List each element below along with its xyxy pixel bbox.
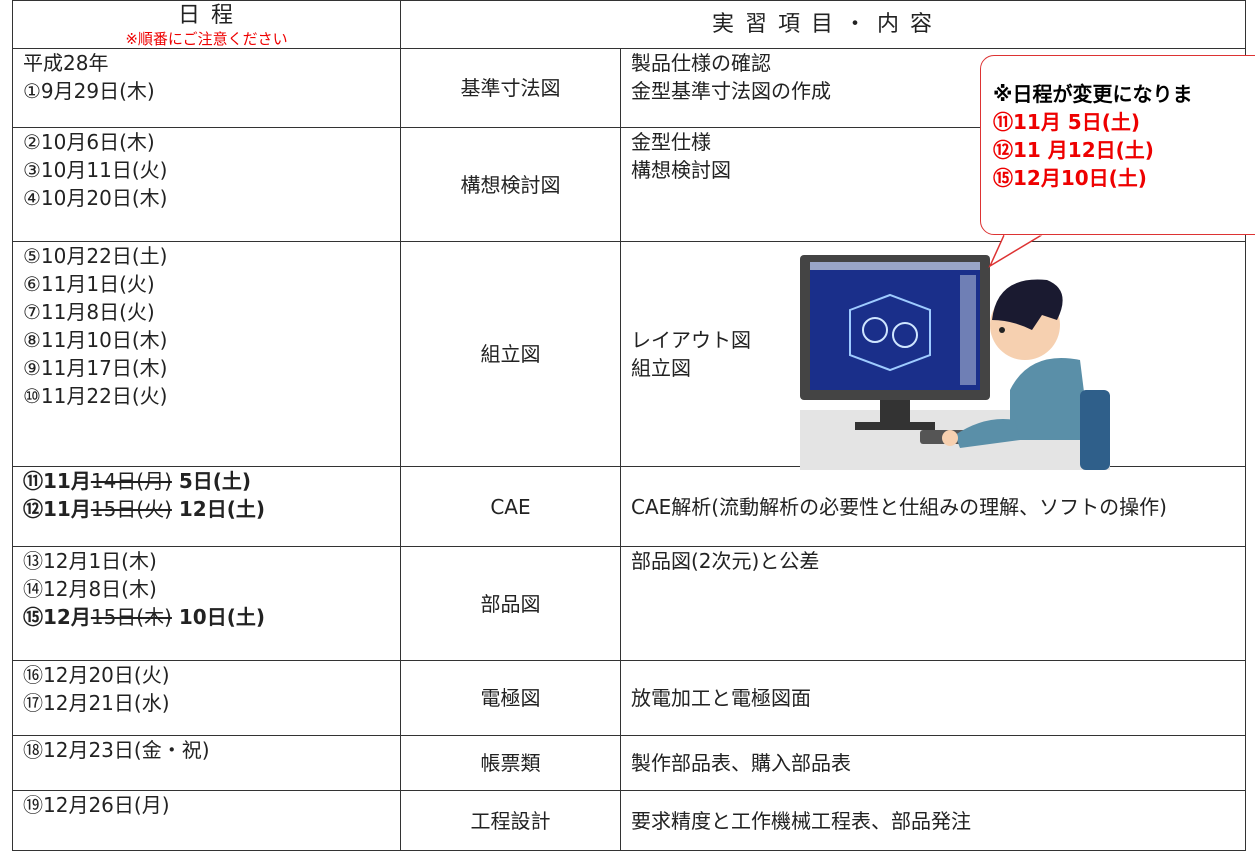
changed-date: ⑫11月15日(火) 12日(土) — [23, 495, 390, 523]
new-date: 5日(土) — [178, 469, 252, 493]
callout-title: ※日程が変更になりま — [993, 82, 1193, 106]
header-row: 日 程 ※順番にご注意ください 実 習 項 目 ・ 内 容 — [12, 0, 1246, 49]
content-line: 組立図 — [631, 356, 691, 380]
topic: 構想検討図 — [400, 127, 621, 242]
date-cell: 平成28年 ①9月29日(木) — [12, 48, 401, 128]
content-line: 金型基準寸法図の作成 — [631, 79, 831, 103]
topic: CAE — [400, 466, 621, 547]
date: ⑨11月17日(木) — [23, 356, 168, 380]
date-label: ⑪11月 — [23, 469, 91, 493]
topic: 部品図 — [400, 546, 621, 661]
header-schedule: 日 程 — [178, 2, 235, 28]
date: ③10月11日(火) — [23, 158, 168, 182]
date-cell: ⑲12月26日(月) — [12, 790, 401, 851]
illustration — [800, 255, 1110, 470]
new-date: 12日(土) — [178, 497, 265, 521]
header-cell: 日 程 ※順番にご注意ください — [12, 0, 401, 49]
callout-line: ⑪11月 5日(土) — [993, 110, 1140, 134]
content-line: 金型仕様 — [631, 130, 711, 154]
header-content: 実 習 項 目 ・ 内 容 — [400, 0, 1246, 49]
date: ⑭12月8日(木) — [23, 577, 157, 601]
topic: 工程設計 — [400, 790, 621, 851]
struck-date: 15日(火) — [90, 497, 172, 521]
content-line: 放電加工と電極図面 — [631, 686, 811, 710]
topic: 組立図 — [400, 241, 621, 467]
date: 平成28年 — [23, 51, 109, 75]
date: ⑧11月10日(木) — [23, 328, 168, 352]
struck-date: 14日(月) — [90, 469, 172, 493]
topic: 電極図 — [400, 660, 621, 736]
topic: 帳票類 — [400, 735, 621, 791]
table-row: ⑯12月20日(火) ⑰12月21日(水) 電極図 放電加工と電極図面 — [12, 660, 1246, 736]
content-cell: 放電加工と電極図面 — [620, 660, 1246, 736]
content-line: 製品仕様の確認 — [631, 51, 771, 75]
callout-line: ⑮12月10日(土) — [993, 166, 1147, 190]
content-cell: CAE解析(流動解析の必要性と仕組みの理解、ソフトの操作) — [620, 466, 1246, 547]
date-label: ⑮12月 — [23, 605, 91, 629]
date: ⑯12月20日(火) — [23, 663, 170, 687]
content-cell: 製作部品表、購入部品表 — [620, 735, 1246, 791]
date: ⑰12月21日(水) — [23, 691, 170, 715]
content-cell: 要求精度と工作機械工程表、部品発注 — [620, 790, 1246, 851]
date: ②10月6日(木) — [23, 130, 155, 154]
table-row: ⑪11月14日(月) 5日(土) ⑫11月15日(火) 12日(土) CAE CAE解… — [12, 466, 1246, 547]
date: ⑲12月26日(月) — [23, 793, 170, 817]
date: ⑦11月8日(火) — [23, 300, 155, 324]
topic: 基準寸法図 — [400, 48, 621, 128]
changed-date: ⑪11月14日(月) 5日(土) — [23, 467, 390, 495]
content-line: CAE解析(流動解析の必要性と仕組みの理解、ソフトの操作) — [631, 494, 1167, 519]
table-row: ⑲12月26日(月) 工程設計 要求精度と工作機械工程表、部品発注 — [12, 790, 1246, 851]
date: ⑤10月22日(土) — [23, 244, 168, 268]
date: ①9月29日(木) — [23, 79, 155, 103]
changed-date: ⑮12月15日(木) 10日(土) — [23, 603, 390, 631]
content-line: レイアウト図 — [631, 328, 751, 352]
table-row: ⑬12月1日(木) ⑭12月8日(木) ⑮12月15日(木) 10日(土) 部品図 部品… — [12, 546, 1246, 661]
content-cell: 部品図(2次元)と公差 — [620, 546, 1246, 661]
struck-date: 15日(木) — [90, 605, 172, 629]
table-row: ⑱12月23日(金・祝) 帳票類 製作部品表、購入部品表 — [12, 735, 1246, 791]
date: ⑬12月1日(木) — [23, 549, 157, 573]
content-line: 部品図(2次元)と公差 — [631, 549, 820, 573]
date: ④10月20日(木) — [23, 186, 168, 210]
callout-tail — [988, 232, 1048, 268]
date-cell: ⑪11月14日(月) 5日(土) ⑫11月15日(火) 12日(土) — [12, 466, 401, 547]
content-line: 要求精度と工作機械工程表、部品発注 — [631, 808, 971, 833]
date-cell: ②10月6日(木) ③10月11日(火) ④10月20日(木) — [12, 127, 401, 242]
content-line: 構想検討図 — [631, 158, 731, 182]
date-label: ⑫11月 — [23, 497, 91, 521]
callout: ※日程が変更になりま ⑪11月 5日(土) ⑫11 月12日(土) ⑮12月10日(… — [980, 55, 1255, 235]
header-note: ※順番にご注意ください — [125, 29, 288, 48]
callout-line: ⑫11 月12日(土) — [993, 138, 1154, 162]
date-cell: ⑯12月20日(火) ⑰12月21日(水) — [12, 660, 401, 736]
date: ⑥11月1日(火) — [23, 272, 155, 296]
content-line: 製作部品表、購入部品表 — [631, 751, 851, 775]
date-cell: ⑬12月1日(木) ⑭12月8日(木) ⑮12月15日(木) 10日(土) — [12, 546, 401, 661]
date: ⑩11月22日(火) — [23, 384, 168, 408]
date: ⑱12月23日(金・祝) — [23, 738, 210, 762]
date-cell: ⑱12月23日(金・祝) — [12, 735, 401, 791]
new-date: 10日(土) — [178, 605, 265, 629]
date-cell: ⑤10月22日(土) ⑥11月1日(火) ⑦11月8日(火) ⑧11月10日(木) ⑨1… — [12, 241, 401, 467]
